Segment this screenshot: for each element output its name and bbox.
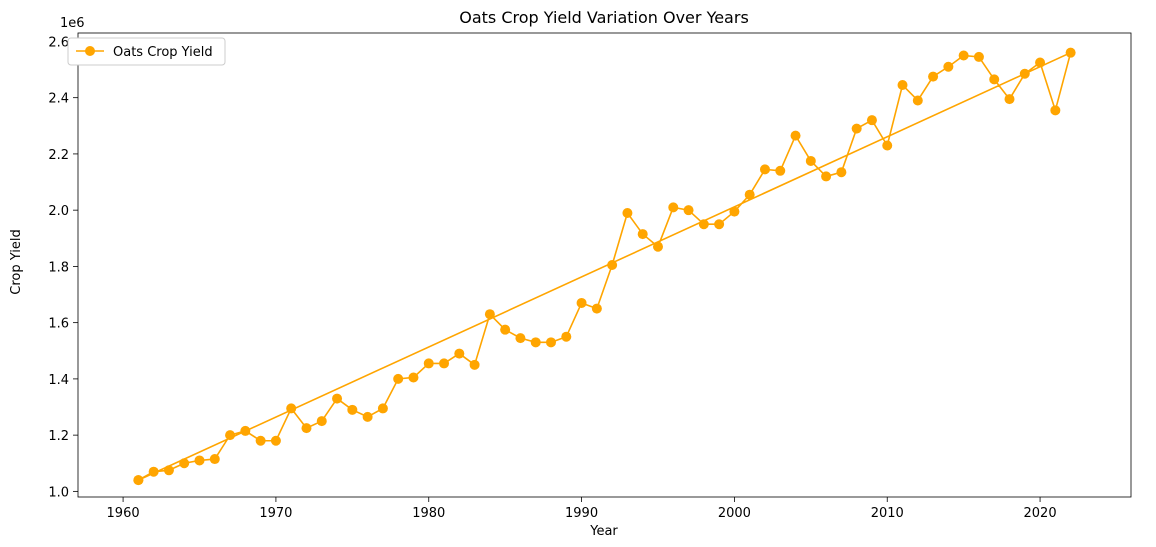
data-point	[637, 229, 648, 240]
data-point	[973, 51, 984, 62]
data-point	[790, 130, 801, 141]
y-tick-label: 2.4	[48, 92, 69, 107]
data-point	[652, 241, 663, 252]
data-point	[775, 165, 786, 176]
data-point	[668, 202, 679, 213]
data-point	[240, 425, 251, 436]
x-tick-label: 1980	[412, 506, 445, 521]
y-tick-label: 2.0	[48, 204, 69, 219]
data-point	[270, 435, 281, 446]
data-point	[255, 435, 266, 446]
data-point	[882, 140, 893, 151]
plot-frame	[77, 32, 1132, 498]
data-point	[194, 455, 205, 466]
data-point	[546, 337, 557, 348]
data-point	[423, 358, 434, 369]
data-point	[377, 403, 388, 414]
data-point	[1035, 57, 1046, 68]
data-point	[133, 475, 144, 486]
y-tick-label: 1.2	[48, 429, 69, 444]
x-tick-label: 2000	[718, 506, 751, 521]
legend-box	[67, 37, 226, 66]
data-point	[362, 411, 373, 422]
data-point	[759, 164, 770, 175]
data-point	[821, 171, 832, 182]
data-point	[698, 219, 709, 230]
data-point	[347, 404, 358, 415]
legend-point-marker	[85, 46, 95, 56]
x-tick-label: 1970	[259, 506, 292, 521]
data-point	[805, 155, 816, 166]
y-tick-label: 1.4	[48, 373, 69, 388]
x-tick-label: 1960	[107, 506, 140, 521]
data-point	[851, 123, 862, 134]
y-tick-label: 1.8	[48, 260, 69, 275]
plot-area: 1960 1970 1980 1990 2000 2010 2020 1.0 1.2 1.4 1.6…	[48, 32, 1132, 521]
data-point	[989, 74, 1000, 85]
data-point	[408, 372, 419, 383]
y-axis-label: Crop Yield	[9, 229, 24, 294]
x-tick-label: 2020	[1024, 506, 1057, 521]
y-tick-label: 2.2	[48, 148, 69, 163]
data-point	[484, 309, 495, 320]
data-point	[179, 458, 190, 469]
legend-label: Oats Crop Yield	[113, 45, 213, 60]
data-point	[439, 358, 450, 369]
data-point	[163, 465, 174, 476]
data-point	[469, 359, 480, 370]
data-point	[744, 189, 755, 200]
data-point	[1065, 47, 1076, 58]
data-point	[622, 207, 633, 218]
data-point	[897, 80, 908, 91]
data-point	[454, 348, 465, 359]
data-point	[332, 393, 343, 404]
data-point	[714, 219, 725, 230]
data-point	[591, 303, 602, 314]
data-point	[912, 95, 923, 106]
data-point	[209, 454, 220, 465]
data-point	[316, 416, 327, 427]
chart-title: Oats Crop Yield Variation Over Years	[459, 8, 749, 27]
data-point	[561, 331, 572, 342]
data-point	[836, 167, 847, 178]
data-point	[530, 337, 541, 348]
data-point	[1050, 105, 1061, 116]
x-tick-label: 2010	[871, 506, 904, 521]
data-point	[500, 324, 511, 335]
data-point	[928, 71, 939, 82]
data-point	[729, 206, 740, 217]
y-tick-label: 2.6	[48, 35, 69, 50]
data-point	[607, 260, 618, 270]
x-axis-label: Year	[589, 524, 618, 539]
data-point	[286, 403, 297, 414]
data-point	[576, 297, 587, 308]
data-point	[683, 205, 694, 216]
data-point	[393, 373, 404, 384]
data-point	[148, 466, 159, 477]
data-point	[225, 430, 236, 441]
legend: Oats Crop Yield	[67, 37, 226, 66]
x-tick-label: 1990	[565, 506, 598, 521]
data-point	[515, 333, 526, 344]
data-point	[1004, 94, 1015, 105]
data-point	[1019, 68, 1030, 79]
data-point	[943, 61, 954, 72]
y-tick-label: 1.6	[48, 317, 69, 332]
data-point	[866, 115, 877, 126]
y-offset-text: 1e6	[60, 16, 85, 31]
data-point	[958, 50, 969, 61]
data-point	[301, 423, 312, 434]
y-tick-label: 1.0	[48, 485, 69, 500]
series-line	[137, 51, 1072, 481]
